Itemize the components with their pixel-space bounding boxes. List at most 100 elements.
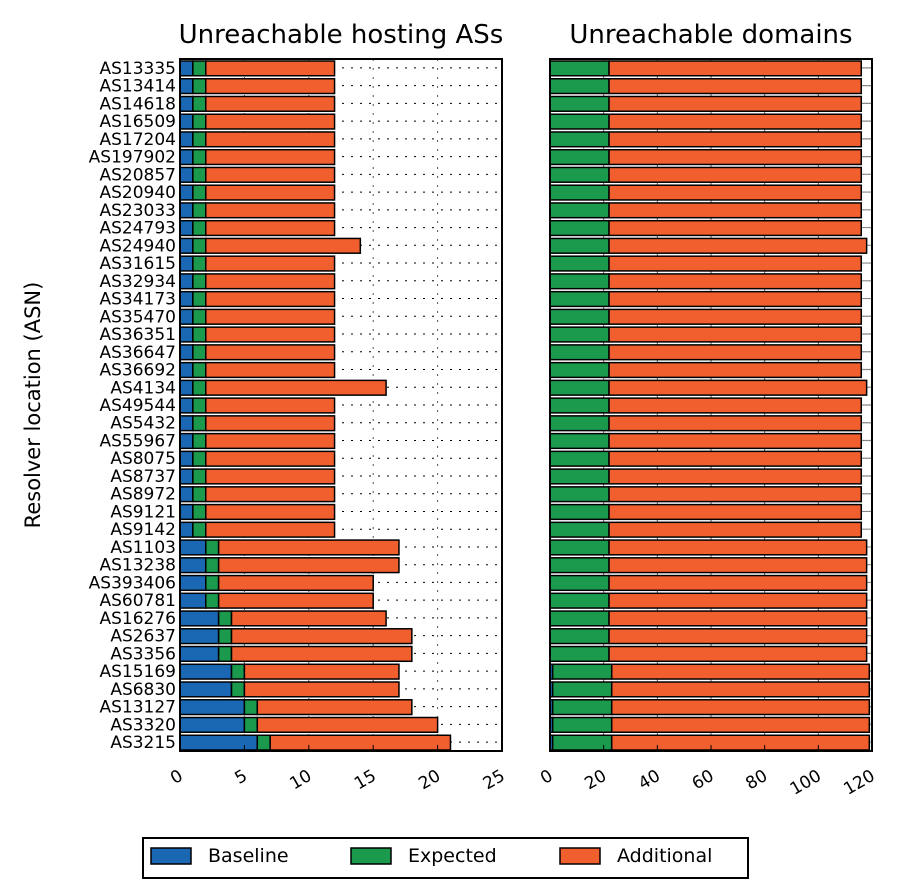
- chart-panel-1: 0 20 40 60 80 100 120 Unreachable domains: [537, 20, 878, 800]
- chart-title: Unreachable hosting ASs: [179, 20, 504, 50]
- legend-label: Additional: [617, 845, 712, 867]
- bar-additional: [608, 361, 863, 379]
- bar-expected: [549, 77, 610, 95]
- bar-baseline: [179, 628, 220, 645]
- bar-additional: [608, 468, 863, 485]
- bar-expected: [217, 628, 233, 645]
- chart-panel-0: AS13335AS13414AS14618AS16509AS17204AS197…: [89, 20, 509, 794]
- bar-baseline: [179, 432, 194, 450]
- bar-expected: [549, 202, 610, 219]
- bar-expected: [205, 539, 220, 556]
- x-tick-label: 25: [480, 766, 509, 794]
- bar-additional: [608, 273, 863, 290]
- bar-expected: [217, 610, 233, 627]
- bar-expected: [549, 503, 610, 521]
- x-tick-label: 10: [287, 766, 316, 794]
- bar-expected: [192, 113, 207, 130]
- bar-additional: [608, 77, 863, 95]
- bar-additional: [269, 734, 452, 751]
- bar-additional: [205, 397, 336, 414]
- bar-expected: [192, 273, 207, 290]
- bar-additional: [608, 503, 863, 521]
- category-label: AS5432: [110, 414, 176, 434]
- bar-expected: [192, 521, 207, 538]
- bar-expected: [217, 645, 233, 663]
- bar-additional: [610, 663, 871, 680]
- bar-additional: [608, 379, 868, 396]
- bar-additional: [608, 397, 863, 414]
- bar-expected: [192, 415, 207, 432]
- bar-baseline: [179, 681, 233, 698]
- bar-expected: [549, 432, 610, 450]
- bar-expected: [192, 184, 207, 201]
- bar-additional: [608, 95, 863, 112]
- category-label: AS14618: [100, 94, 177, 114]
- bar-expected: [549, 628, 610, 645]
- bar-baseline: [179, 308, 194, 325]
- bar-expected: [230, 681, 246, 698]
- bar-expected: [549, 60, 610, 77]
- bar-baseline: [179, 503, 194, 521]
- bar-baseline: [179, 397, 194, 414]
- bar-expected: [549, 131, 610, 148]
- bar-expected: [549, 592, 610, 609]
- bar-expected: [549, 344, 610, 361]
- bar-additional: [230, 628, 413, 645]
- category-label: AS1103: [110, 538, 176, 558]
- category-label: AS3320: [110, 715, 176, 735]
- bar-additional: [205, 486, 336, 503]
- bar-additional: [205, 131, 336, 148]
- bar-expected: [549, 450, 610, 467]
- bar-additional: [608, 148, 863, 166]
- bar-additional: [608, 308, 863, 325]
- category-label: AS36647: [100, 343, 177, 363]
- bar-additional: [205, 95, 336, 112]
- bar-additional: [608, 539, 868, 556]
- bar-additional: [608, 592, 868, 609]
- bar-baseline: [179, 610, 220, 627]
- category-label: AS36692: [100, 361, 177, 381]
- legend-frame: [142, 837, 749, 879]
- category-label: AS6830: [110, 680, 176, 700]
- bar-additional: [205, 148, 336, 166]
- bar-baseline: [179, 166, 194, 183]
- bar-expected: [192, 290, 207, 308]
- bar-expected: [243, 699, 259, 716]
- bar-expected: [549, 95, 610, 112]
- bar-additional: [217, 592, 374, 609]
- bar-additional: [610, 699, 871, 716]
- bar-additional: [608, 255, 863, 272]
- bar-baseline: [179, 202, 194, 219]
- bar-expected: [192, 503, 207, 521]
- category-label: AS32934: [100, 272, 177, 292]
- bar-additional: [205, 77, 336, 95]
- bar-expected: [549, 557, 610, 574]
- bar-expected: [256, 734, 271, 751]
- bar-additional: [205, 344, 336, 361]
- bar-expected: [192, 219, 207, 237]
- bar-baseline: [179, 415, 194, 432]
- bar-expected: [192, 361, 207, 379]
- bar-expected: [549, 148, 610, 166]
- bar-expected: [549, 219, 610, 237]
- bar-baseline: [179, 699, 246, 716]
- category-label: AS36351: [100, 325, 177, 345]
- bar-baseline: [179, 148, 194, 166]
- x-tick-label: 120: [840, 766, 878, 800]
- bar-baseline: [179, 113, 194, 130]
- category-label: AS8737: [110, 467, 176, 487]
- bar-additional: [205, 379, 387, 396]
- bar-baseline: [179, 95, 194, 112]
- category-label: AS35470: [100, 307, 177, 327]
- category-label: AS13127: [100, 698, 177, 718]
- bar-additional: [205, 237, 362, 254]
- bar-baseline: [179, 592, 207, 609]
- bar-expected: [192, 131, 207, 148]
- bar-additional: [205, 290, 336, 308]
- bar-expected: [549, 415, 610, 432]
- category-label: AS16276: [100, 609, 177, 629]
- bar-expected: [551, 663, 613, 680]
- bar-additional: [217, 539, 400, 556]
- bar-baseline: [179, 716, 246, 734]
